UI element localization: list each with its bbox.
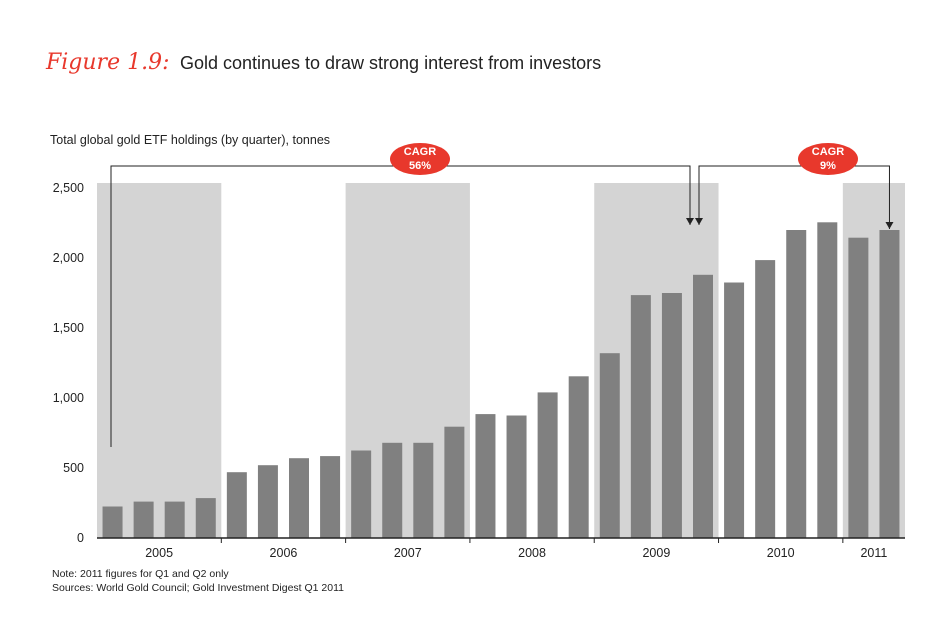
arrowhead [885,222,894,229]
y-tick-label: 500 [63,461,84,475]
bar [630,295,651,538]
bar [289,458,310,538]
bar [817,222,838,539]
bar [351,450,372,538]
cagr-label: CAGR [812,146,844,158]
bar [661,293,682,538]
arrowhead [695,218,704,225]
x-tick-label: 2006 [270,546,298,560]
y-tick-label: 1,500 [53,321,84,335]
x-tick-label: 2008 [518,546,546,560]
bar [195,498,216,538]
bar [693,274,714,538]
bar [599,353,620,538]
x-tick-label: 2011 [860,546,887,560]
bar [257,465,278,538]
year-band-2005 [97,183,222,538]
y-tick-label: 2,500 [53,181,84,195]
bar [475,414,496,538]
x-tick-label: 2007 [394,546,422,560]
cagr-value: 9% [820,160,836,172]
cagr-connector [698,165,890,229]
bar [226,472,247,538]
bar [755,260,776,538]
bar [320,456,341,538]
y-axis-label: Total global gold ETF holdings (by quart… [50,133,331,147]
figure-label: Figure 1.9: [46,50,170,75]
bar [413,442,434,538]
bar [879,230,900,538]
bar [786,230,807,538]
cagr-label: CAGR [404,146,436,158]
bar [724,282,745,538]
bar [568,376,589,538]
arrowhead [686,218,695,225]
cagr-annotations: CAGR 56% CAGR 9% [110,143,894,447]
bar [848,237,869,538]
cagr-value: 56% [409,160,431,172]
sources: Sources: World Gold Council; Gold Invest… [52,582,345,594]
bar [506,415,527,538]
cagr-badge [390,143,450,175]
year-bands [97,183,906,538]
note: Note: 2011 figures for Q1 and Q2 only [52,568,229,580]
y-tick-label: 2,000 [53,251,84,265]
bar [382,442,403,538]
bar [444,426,465,538]
chart-title: Figure 1.9: Gold continues to draw stron… [46,50,601,75]
y-tick-label: 1,000 [53,391,84,405]
x-tick-label: 2005 [145,546,173,560]
y-tick-label: 0 [77,531,84,545]
axes: 2005 2006 2007 2008 2009 2010 2011 0 500 1,000 1,5… [53,181,905,560]
x-tick-label: 2009 [642,546,670,560]
bar [164,501,185,538]
x-tick-label: 2010 [767,546,795,560]
bar [102,506,123,538]
bar [133,501,154,538]
title-text: Gold continues to draw strong interest f… [179,53,602,73]
cagr-badge [798,143,858,175]
bar [537,392,558,538]
bars [102,222,900,539]
